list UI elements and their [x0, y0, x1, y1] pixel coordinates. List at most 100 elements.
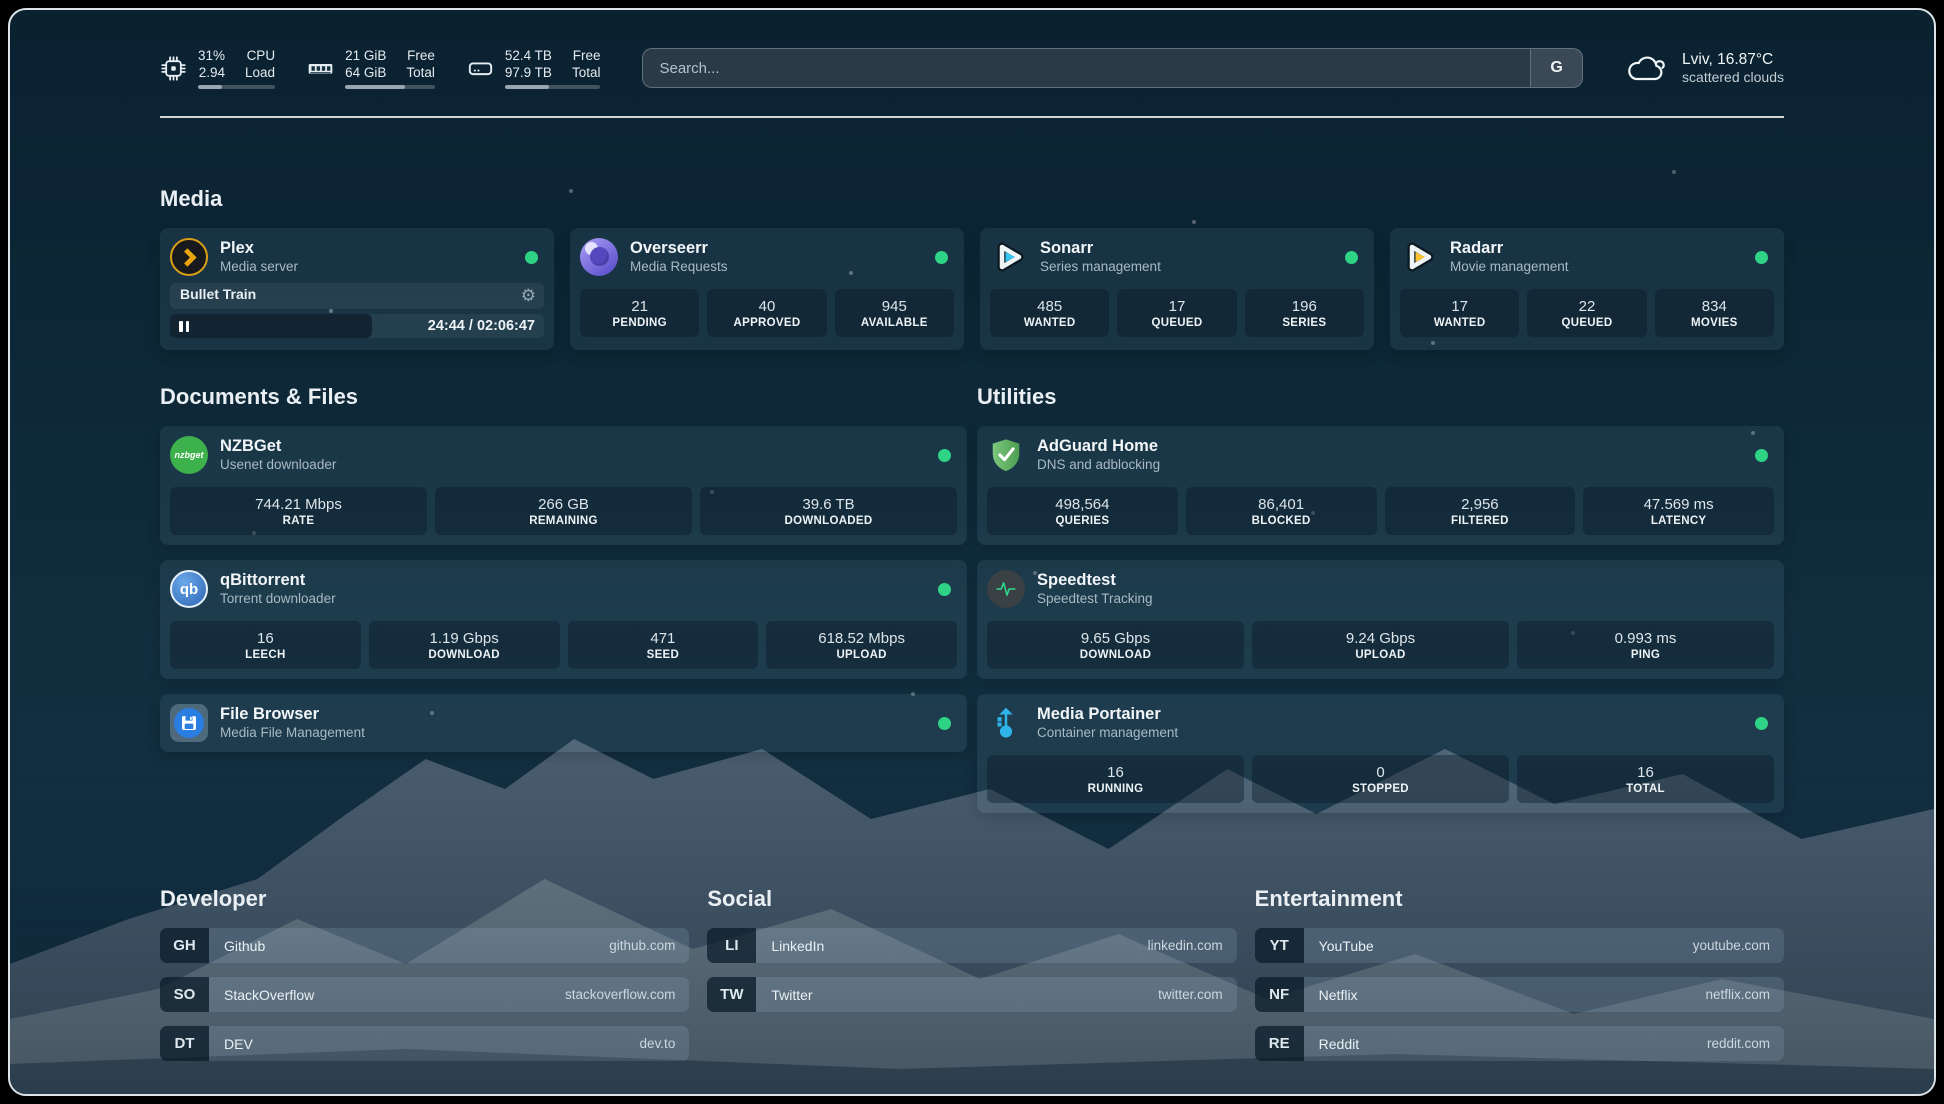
status-dot — [938, 582, 951, 596]
disk-free: 52.4 TB — [504, 48, 552, 63]
bookmark-dev[interactable]: DT DEV dev.to — [160, 1026, 690, 1061]
status-dot — [938, 448, 951, 462]
service-name: File Browser — [220, 705, 320, 724]
overseerr-icon — [580, 238, 618, 276]
service-name: Sonarr — [1040, 239, 1094, 258]
service-name: Speedtest — [1037, 571, 1116, 590]
player-progress-bar: 24:44 / 02:06:47 — [170, 314, 544, 338]
memory-widget: 21 GiB 64 GiB Free Total — [307, 47, 435, 89]
bookmark-url: stackoverflow.com — [565, 987, 676, 1002]
cpu-progress-track — [198, 85, 276, 89]
search-provider-button[interactable]: G — [1530, 49, 1583, 87]
cpu-icon — [161, 55, 186, 81]
section-title-social: Social — [707, 886, 773, 911]
service-card-sonarr[interactable]: Sonarr Series management 485 WANTED 17 Q… — [980, 228, 1374, 350]
service-description: Torrent downloader — [220, 590, 336, 606]
bookmark-url: github.com — [609, 938, 676, 953]
weather-condition: scattered clouds — [1682, 69, 1784, 85]
stat-seed: 471 SEED — [567, 621, 759, 669]
stat-queued: 17 QUEUED — [1117, 289, 1237, 337]
section-title-entertainment: Entertainment — [1254, 886, 1403, 911]
memory-free: 21 GiB — [345, 48, 387, 63]
bookmark-abbr: YT — [1254, 928, 1304, 963]
service-description: Usenet downloader — [220, 456, 337, 472]
now-playing-title: Bullet Train — [180, 286, 257, 302]
nzbget-icon: nzbget — [170, 436, 208, 474]
bookmark-url: netflix.com — [1705, 987, 1770, 1002]
pause-icon[interactable] — [179, 320, 189, 332]
topbar-divider — [160, 116, 1784, 118]
stat-series: 196 SERIES — [1244, 289, 1364, 337]
search-input[interactable] — [643, 49, 1531, 87]
service-card-portainer[interactable]: Media Portainer Container management 16 … — [977, 694, 1784, 813]
bookmark-name: LinkedIn — [771, 937, 825, 954]
bookmark-github[interactable]: GH Github github.com — [160, 928, 690, 963]
bookmark-group-entertainment: Entertainment YT YouTube youtube.com NF … — [1254, 886, 1784, 1075]
bookmark-name: StackOverflow — [224, 986, 315, 1003]
bookmark-netflix[interactable]: NF Netflix netflix.com — [1254, 977, 1784, 1012]
bookmark-abbr: RE — [1254, 1026, 1304, 1061]
bookmark-name: DEV — [224, 1035, 253, 1052]
bookmark-abbr: GH — [160, 928, 209, 963]
bookmark-reddit[interactable]: RE Reddit reddit.com — [1254, 1026, 1784, 1061]
weather-location-temp: Lviv, 16.87°C — [1682, 51, 1774, 68]
resource-widgets: 31% 2.94 CPU Load — [160, 47, 601, 89]
memory-progress-track — [345, 85, 435, 89]
settings-gear-icon[interactable]: ⚙ — [520, 286, 536, 305]
service-card-speedtest[interactable]: Speedtest Speedtest Tracking 9.65 Gbps D… — [977, 560, 1784, 679]
service-description: Media File Management — [220, 724, 365, 740]
stat-pending: 21 PENDING — [580, 289, 700, 337]
bookmark-url: dev.to — [639, 1036, 676, 1051]
stat-remaining: 266 GB REMAINING — [435, 487, 692, 535]
search-bar[interactable]: G — [642, 48, 1584, 88]
disk-total: 97.9 TB — [504, 65, 552, 80]
qbittorrent-icon: qb — [170, 570, 208, 608]
bookmark-abbr: DT — [160, 1026, 209, 1061]
playback-time: 24:44 / 02:06:47 — [427, 318, 535, 334]
stat-queued: 22 QUEUED — [1527, 289, 1647, 337]
service-name: AdGuard Home — [1037, 437, 1159, 456]
stat-approved: 40 APPROVED — [707, 289, 827, 337]
stat-upload: 618.52 Mbps UPLOAD — [766, 621, 957, 669]
bookmark-url: reddit.com — [1706, 1036, 1770, 1051]
service-card-overseerr[interactable]: Overseerr Media Requests 21 PENDING 40 A… — [570, 228, 964, 350]
service-description: Series management — [1040, 258, 1161, 274]
bookmark-twitter[interactable]: TW Twitter twitter.com — [707, 977, 1237, 1012]
service-description: Movie management — [1450, 258, 1569, 274]
bookmark-abbr: TW — [707, 977, 757, 1012]
dashboard-screen: 31% 2.94 CPU Load — [8, 8, 1936, 1096]
service-card-nzbget[interactable]: nzbget NZBGet Usenet downloader 744.21 M… — [160, 426, 967, 545]
bookmark-name: Twitter — [771, 986, 813, 1003]
memory-free-label: Free — [407, 48, 435, 63]
service-card-plex[interactable]: Plex Media server Bullet Train ⚙ 24:44 — [160, 228, 554, 350]
speedtest-icon — [987, 570, 1025, 608]
filebrowser-icon — [170, 704, 208, 742]
bookmark-youtube[interactable]: YT YouTube youtube.com — [1254, 928, 1784, 963]
service-card-filebrowser[interactable]: File Browser Media File Management — [160, 694, 967, 752]
stat-blocked: 86,401 BLOCKED — [1185, 487, 1377, 535]
stat-ping: 0.993 ms PING — [1517, 621, 1774, 669]
service-name: Overseerr — [630, 239, 708, 258]
weather-widget[interactable]: Lviv, 16.87°C scattered clouds — [1625, 51, 1784, 85]
status-dot — [1755, 448, 1768, 462]
scattered-clouds-icon — [1628, 56, 1665, 81]
stat-available: 945 AVAILABLE — [834, 289, 954, 337]
service-description: Media Requests — [630, 258, 728, 274]
section-title-developer: Developer — [160, 886, 267, 911]
service-card-adguard[interactable]: AdGuard Home DNS and adblocking 498,564 … — [977, 426, 1784, 545]
stat-stopped: 0 STOPPED — [1252, 755, 1509, 803]
bookmark-linkedin[interactable]: LI LinkedIn linkedin.com — [707, 928, 1237, 963]
bookmark-name: Netflix — [1318, 986, 1358, 1003]
bookmark-url: youtube.com — [1692, 938, 1770, 953]
stat-movies: 834 MOVIES — [1654, 289, 1774, 337]
service-description: Speedtest Tracking — [1037, 590, 1153, 606]
disk-free-label: Free — [572, 48, 601, 63]
sonarr-icon — [990, 238, 1028, 276]
cpu-progress-fill — [198, 85, 222, 89]
bookmark-abbr: LI — [707, 928, 757, 963]
bookmark-stackoverflow[interactable]: SO StackOverflow stackoverflow.com — [160, 977, 690, 1012]
section-documents: Documents & Files nzbget NZBGet Usenet d… — [160, 384, 967, 767]
service-card-radarr[interactable]: Radarr Movie management 17 WANTED 22 QUE… — [1390, 228, 1784, 350]
service-name: Plex — [220, 239, 254, 258]
service-card-qbittorrent[interactable]: qb qBittorrent Torrent downloader 16 LEE… — [160, 560, 967, 679]
